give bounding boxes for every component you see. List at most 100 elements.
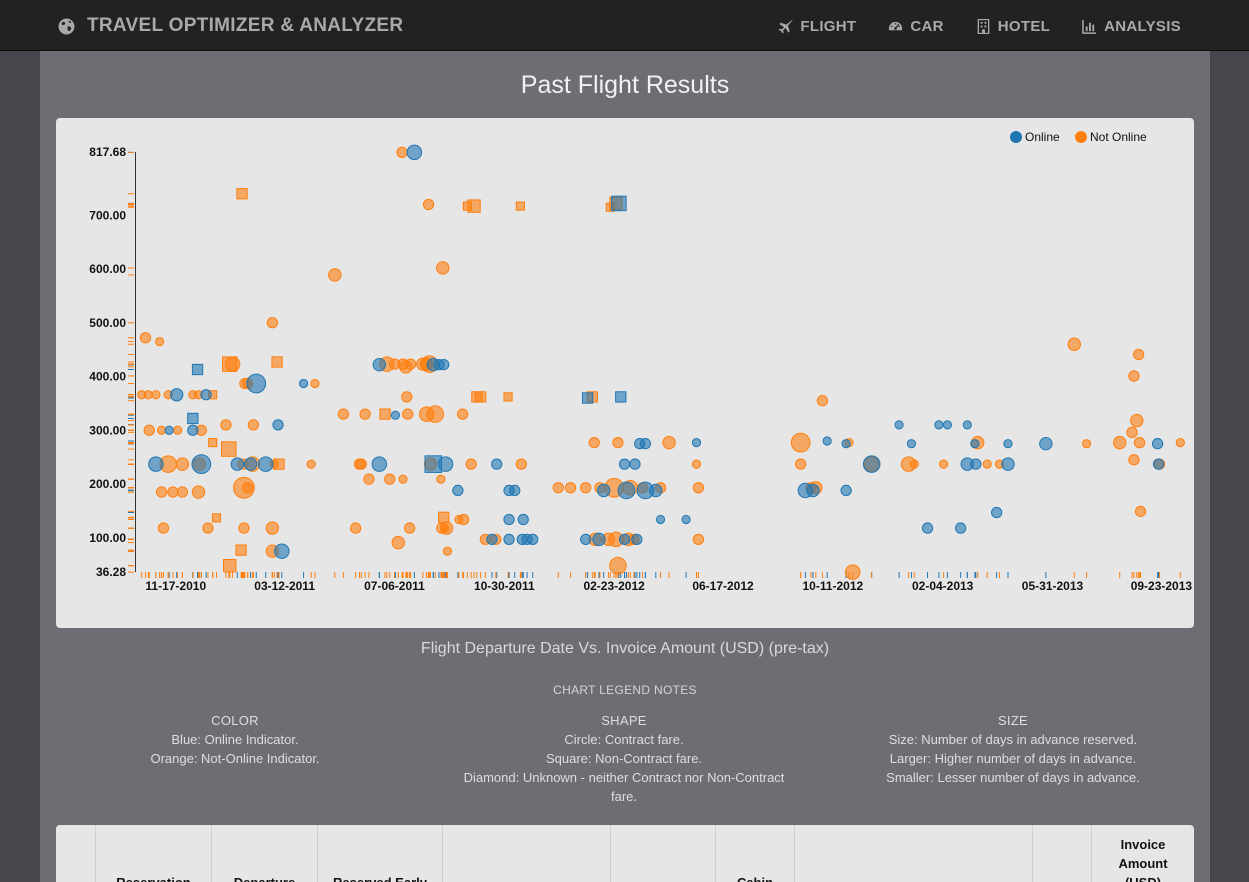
data-point-circle	[806, 483, 820, 498]
data-point-circle	[175, 457, 190, 471]
data-point-circle	[167, 486, 179, 498]
brand[interactable]: TRAVEL OPTIMIZER & ANALYZER	[58, 14, 403, 38]
nav-analysis[interactable]: ANALYSIS	[1082, 18, 1181, 35]
data-point-square	[236, 188, 248, 200]
data-point-circle	[516, 533, 528, 546]
data-point-circle	[391, 535, 405, 550]
data-point-circle	[1128, 370, 1140, 382]
table-header-cell[interactable]	[1032, 825, 1091, 882]
data-point-square	[474, 391, 487, 403]
data-point-circle	[503, 533, 515, 546]
data-point-circle	[618, 533, 631, 546]
data-point-circle	[1039, 436, 1053, 451]
data-point-circle	[939, 459, 949, 469]
note-size-line: Larger: Higher number of days in advance…	[889, 751, 1137, 766]
data-point-circle	[503, 513, 515, 526]
data-point-circle	[597, 483, 611, 498]
nav-flight[interactable]: FLIGHT	[778, 18, 856, 35]
data-point-circle	[692, 482, 705, 494]
data-point-circle	[990, 506, 1003, 519]
data-point-circle	[1126, 426, 1138, 439]
data-point-circle	[328, 268, 342, 282]
x-tick-label: 10-30-2011	[474, 579, 535, 593]
data-point-circle	[230, 457, 245, 471]
y-tick-label: 700.00	[89, 208, 126, 222]
data-point-circle	[139, 332, 152, 344]
table-header-cell[interactable]	[442, 825, 610, 882]
data-point-circle	[155, 336, 165, 347]
table-header-departure[interactable]: Departure	[211, 825, 317, 882]
data-point-circle	[156, 425, 167, 435]
table-header-cell[interactable]	[794, 825, 1032, 882]
data-point-circle	[437, 456, 454, 472]
data-point-square	[515, 201, 526, 211]
data-point-circle	[436, 261, 450, 275]
nav-hotel[interactable]: HOTEL	[976, 18, 1050, 35]
data-point-circle	[527, 533, 539, 546]
dashboard-icon	[889, 21, 903, 30]
data-point-circle	[841, 439, 851, 449]
x-tick-label: 05-31-2013	[1022, 579, 1084, 593]
data-point-circle	[457, 513, 470, 526]
data-point-circle	[164, 425, 174, 435]
chart-panel: 817.68 700.00 600.00 500.00 400.00 300.00 200.…	[56, 118, 1194, 628]
nav-car[interactable]: CAR	[888, 18, 943, 35]
data-point-circle	[962, 420, 972, 430]
data-point-circle	[639, 438, 652, 450]
page-title: Past Flight Results	[520, 71, 730, 99]
data-point-circle	[243, 457, 258, 471]
legend-swatch	[1075, 131, 1087, 143]
nav-hotel-label: HOTEL	[997, 17, 1051, 35]
table-header-invoice-amount[interactable]: Invoice Amount (USD)	[1091, 825, 1194, 882]
data-point-circle	[617, 481, 636, 500]
top-navbar: TRAVEL OPTIMIZER & ANALYZER FLIGHT CAR	[0, 0, 1249, 51]
data-point-square	[223, 559, 237, 573]
table-header-cabin[interactable]: Cabin	[715, 825, 794, 882]
brand-title: TRAVEL OPTIMIZER & ANALYZER	[87, 15, 404, 36]
data-point-circle	[629, 458, 641, 470]
legend-swatch	[1010, 131, 1022, 143]
note-color: COLOR Blue: Online Indicator. Orange: No…	[65, 711, 405, 768]
y-tick-label: 100.00	[89, 531, 126, 545]
note-size-heading: SIZE	[997, 713, 1029, 728]
table-header-reservation[interactable]: Reservation	[95, 825, 211, 882]
data-point-circle	[982, 459, 992, 469]
data-point-circle	[372, 357, 387, 372]
data-point-circle	[274, 543, 290, 559]
data-point-circle	[452, 484, 464, 497]
data-point-circle	[517, 513, 529, 526]
data-point-circle	[350, 522, 362, 534]
note-shape-line: Circle: Contract fare.	[564, 732, 684, 747]
data-point-circle	[310, 378, 320, 389]
data-point-circle	[1134, 505, 1147, 518]
data-point-circle	[402, 408, 414, 420]
data-point-circle	[200, 389, 212, 401]
data-point-circle	[224, 356, 241, 372]
y-tick-label: 300.00	[89, 423, 126, 437]
data-point-circle	[515, 458, 527, 470]
data-point-circle	[816, 395, 829, 407]
data-point-circle	[247, 419, 260, 431]
data-point-circle	[909, 459, 919, 469]
data-point-circle	[894, 420, 904, 430]
data-point-circle	[491, 458, 503, 470]
data-point-circle	[337, 408, 349, 420]
note-size-line: Size: Number of days in advance reserved…	[888, 732, 1138, 747]
data-point-circle	[552, 482, 564, 494]
data-point-square	[187, 412, 199, 425]
nav-analysis-label: ANALYSIS	[1104, 17, 1181, 35]
y-tick-label: 36.28	[96, 565, 126, 579]
note-shape: SHAPE Circle: Contract fare. Square: Non…	[454, 711, 794, 806]
table-header-cell[interactable]	[56, 825, 96, 882]
data-point-circle	[439, 521, 454, 535]
chart-caption: Flight Departure Date Vs. Invoice Amount…	[420, 640, 830, 657]
data-point-square	[235, 544, 247, 556]
data-point-square	[379, 408, 391, 420]
data-point-square	[615, 391, 627, 403]
data-point-square	[211, 513, 222, 523]
table-header-cell[interactable]	[610, 825, 715, 882]
data-point-circle	[143, 390, 153, 400]
data-point-circle	[422, 198, 435, 211]
table-header-reserved-early[interactable]: Reserved Early	[317, 825, 442, 882]
data-point-circle	[612, 436, 624, 449]
